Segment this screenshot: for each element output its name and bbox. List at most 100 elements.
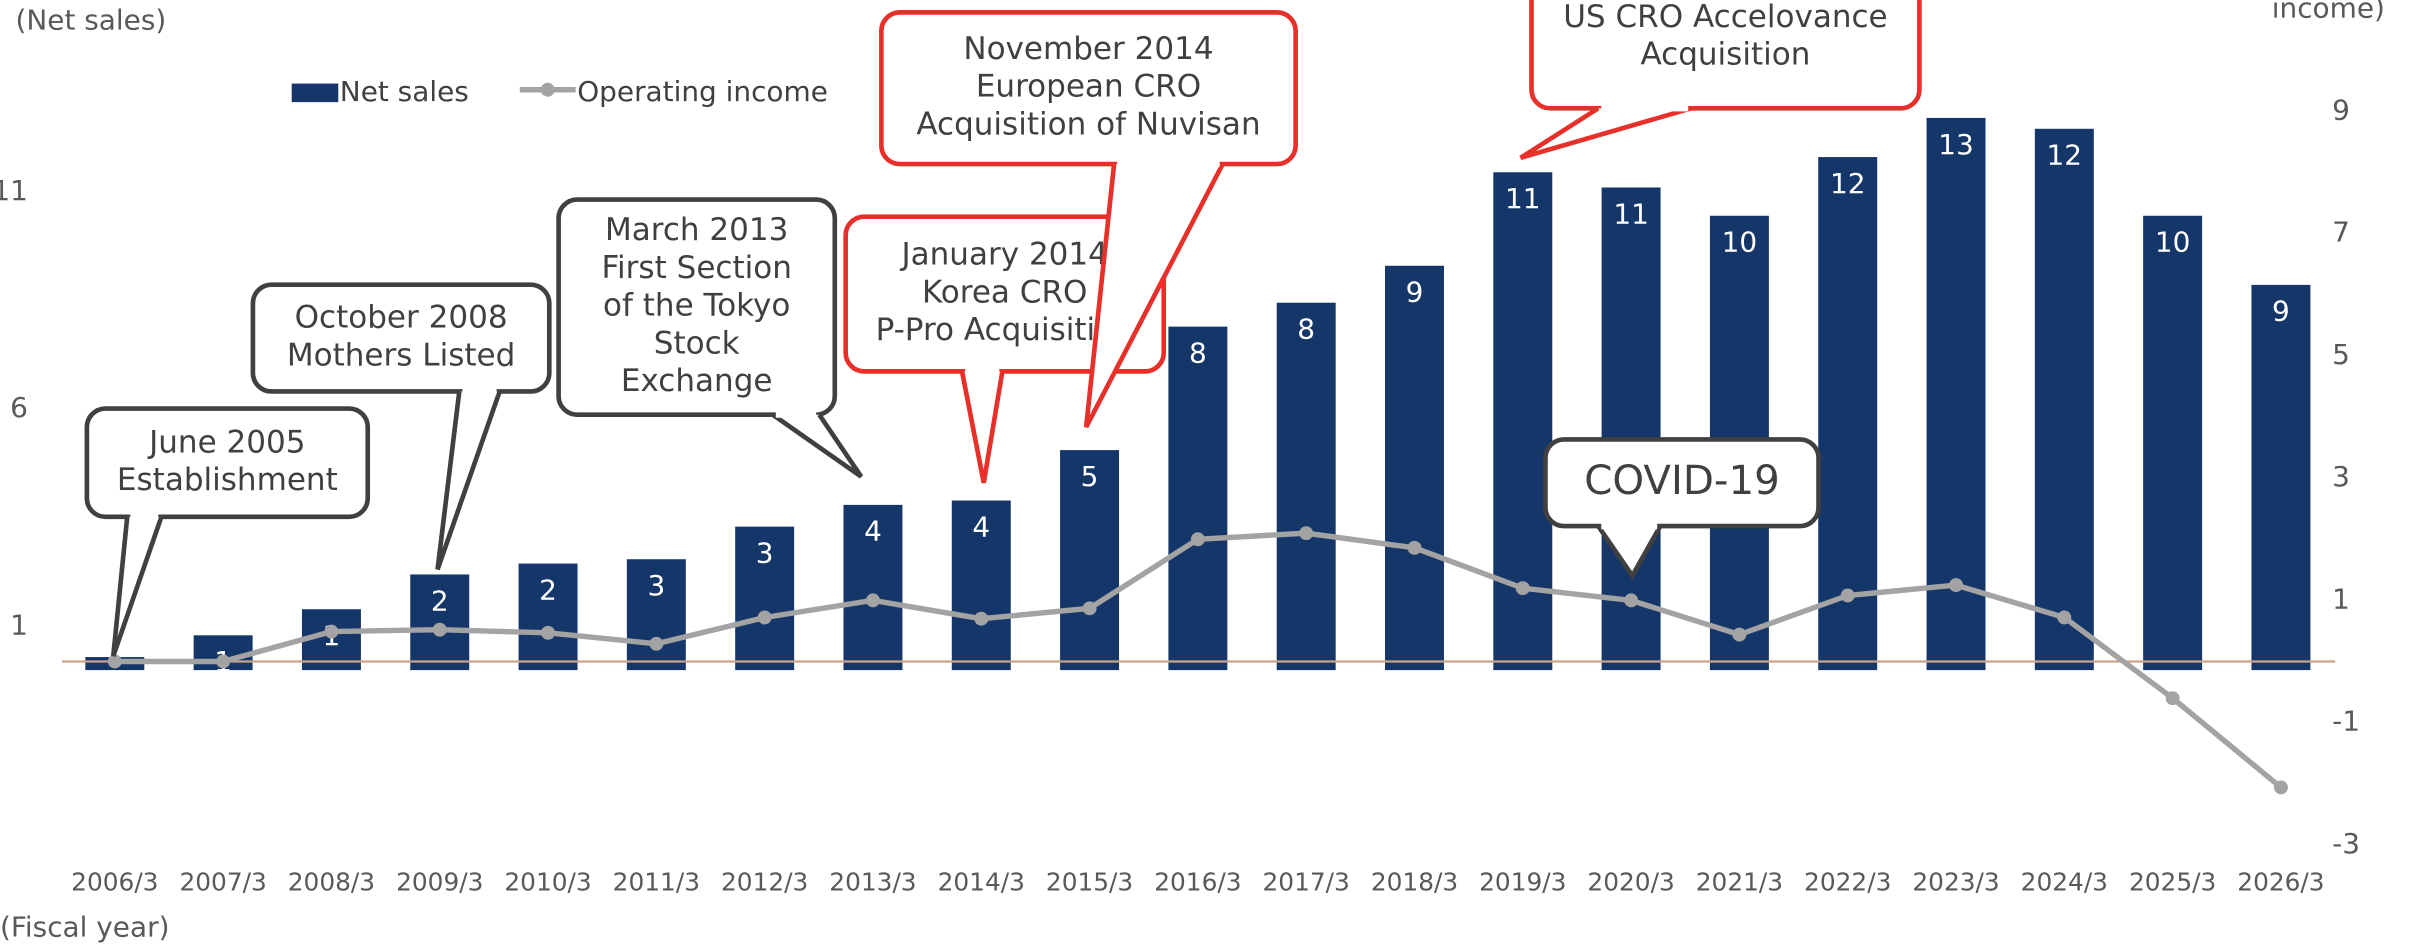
bar [1601, 187, 1661, 671]
callout-pointer [1596, 524, 1663, 581]
line-marker [1949, 578, 1964, 593]
legend-label: Net sales [340, 75, 469, 108]
y2-axis-title: income) [2272, 0, 2385, 24]
data-label: 10 [1722, 226, 1758, 259]
x-axis-title: (Fiscal year) [0, 910, 169, 943]
line-marker [974, 611, 989, 626]
data-label: 2 [539, 573, 557, 606]
y-tick-label: 11 [0, 174, 28, 207]
line-marker [541, 625, 556, 640]
data-label: 9 [2272, 295, 2290, 328]
data-label: 12 [2047, 139, 2083, 172]
line-marker [757, 610, 772, 625]
callout-text: First Section [601, 250, 791, 286]
x-tick-label: 2009/3 [396, 868, 483, 897]
line-marker [2057, 610, 2072, 625]
line-marker [1299, 526, 1314, 541]
data-label: 13 [1938, 128, 1974, 161]
bar [843, 504, 903, 671]
legend-label: Operating income [577, 75, 828, 108]
callout-text: November 2014 [963, 31, 1213, 67]
line-marker [432, 622, 447, 637]
bar [410, 574, 470, 671]
line-marker [2273, 780, 2288, 795]
callout-box [556, 197, 838, 418]
x-tick-label: 2019/3 [1479, 868, 1566, 897]
line-marker [107, 654, 122, 669]
data-label: 5 [1081, 460, 1099, 493]
callout-text: June 2005 [147, 424, 305, 460]
y-tick-label: 1 [10, 609, 28, 642]
line-marker [1732, 627, 1747, 642]
callout-box [843, 214, 1167, 374]
callout-text: Acquisition [1640, 37, 1810, 73]
line-marker [1407, 540, 1422, 555]
bar [1168, 326, 1228, 671]
data-label: 3 [756, 536, 774, 569]
bar [2143, 215, 2203, 671]
bar [951, 500, 1011, 671]
data-label: 4 [864, 515, 882, 548]
bar [2251, 284, 2311, 671]
data-label: 3 [647, 569, 665, 602]
callout-text: Exchange [621, 363, 773, 399]
y2-tick-label: 9 [2332, 93, 2350, 126]
bar [1818, 157, 1878, 671]
callout-text: January 2014 [899, 237, 1107, 273]
x-tick-label: 2023/3 [1912, 868, 1999, 897]
callout-box [250, 282, 552, 394]
bar [626, 559, 686, 671]
callout-pointer [1519, 106, 1692, 161]
y-tick-label: 6 [10, 391, 28, 424]
x-tick-label: 2025/3 [2129, 868, 2216, 897]
bar [1926, 117, 1986, 671]
x-tick-label: 2017/3 [1263, 868, 1350, 897]
data-label: 9 [1406, 276, 1424, 309]
callout-box [879, 10, 1298, 167]
callout-text: October 2008 [295, 300, 508, 336]
data-label: 11 [1613, 197, 1649, 230]
bar [1276, 302, 1336, 671]
line-marker [1515, 581, 1530, 596]
callout-text: P-Pro Acquisition [876, 312, 1134, 348]
callout-text: March 2013 [605, 212, 788, 248]
data-label: 4 [972, 510, 990, 543]
x-tick-label: 2012/3 [721, 868, 808, 897]
x-tick-label: 2011/3 [613, 868, 700, 897]
x-tick-label: 2013/3 [829, 868, 916, 897]
x-tick-label: 2015/3 [1046, 868, 1133, 897]
y2-tick-label: -1 [2332, 705, 2360, 738]
callout-pointer [1083, 162, 1225, 429]
callout-pointer [959, 370, 1005, 484]
x-tick-label: 2022/3 [1804, 868, 1891, 897]
callout-pointer [435, 390, 502, 571]
y2-tick-label: 3 [2332, 460, 2350, 493]
bar [1385, 265, 1444, 671]
bar [518, 563, 578, 671]
data-label: 8 [1189, 337, 1207, 370]
y2-tick-label: 1 [2332, 582, 2350, 615]
callout-pointer [110, 516, 164, 657]
x-tick-label: 2010/3 [504, 868, 591, 897]
line-marker [865, 593, 880, 608]
x-tick-label: 2014/3 [938, 868, 1025, 897]
data-label: 10 [2155, 226, 2191, 259]
callout-text: European CRO [976, 69, 1201, 105]
legend-swatch [540, 82, 555, 97]
callout-text: COVID-19 [1584, 458, 1780, 504]
callout-pointer [771, 412, 864, 479]
data-label: 8 [1297, 313, 1315, 346]
bar [2034, 128, 2094, 671]
line-marker [2165, 691, 2180, 706]
callout-text: Mothers Listed [287, 338, 515, 374]
line-marker [1624, 593, 1639, 608]
callout-box [1529, 0, 1922, 111]
x-tick-label: 2018/3 [1371, 868, 1458, 897]
